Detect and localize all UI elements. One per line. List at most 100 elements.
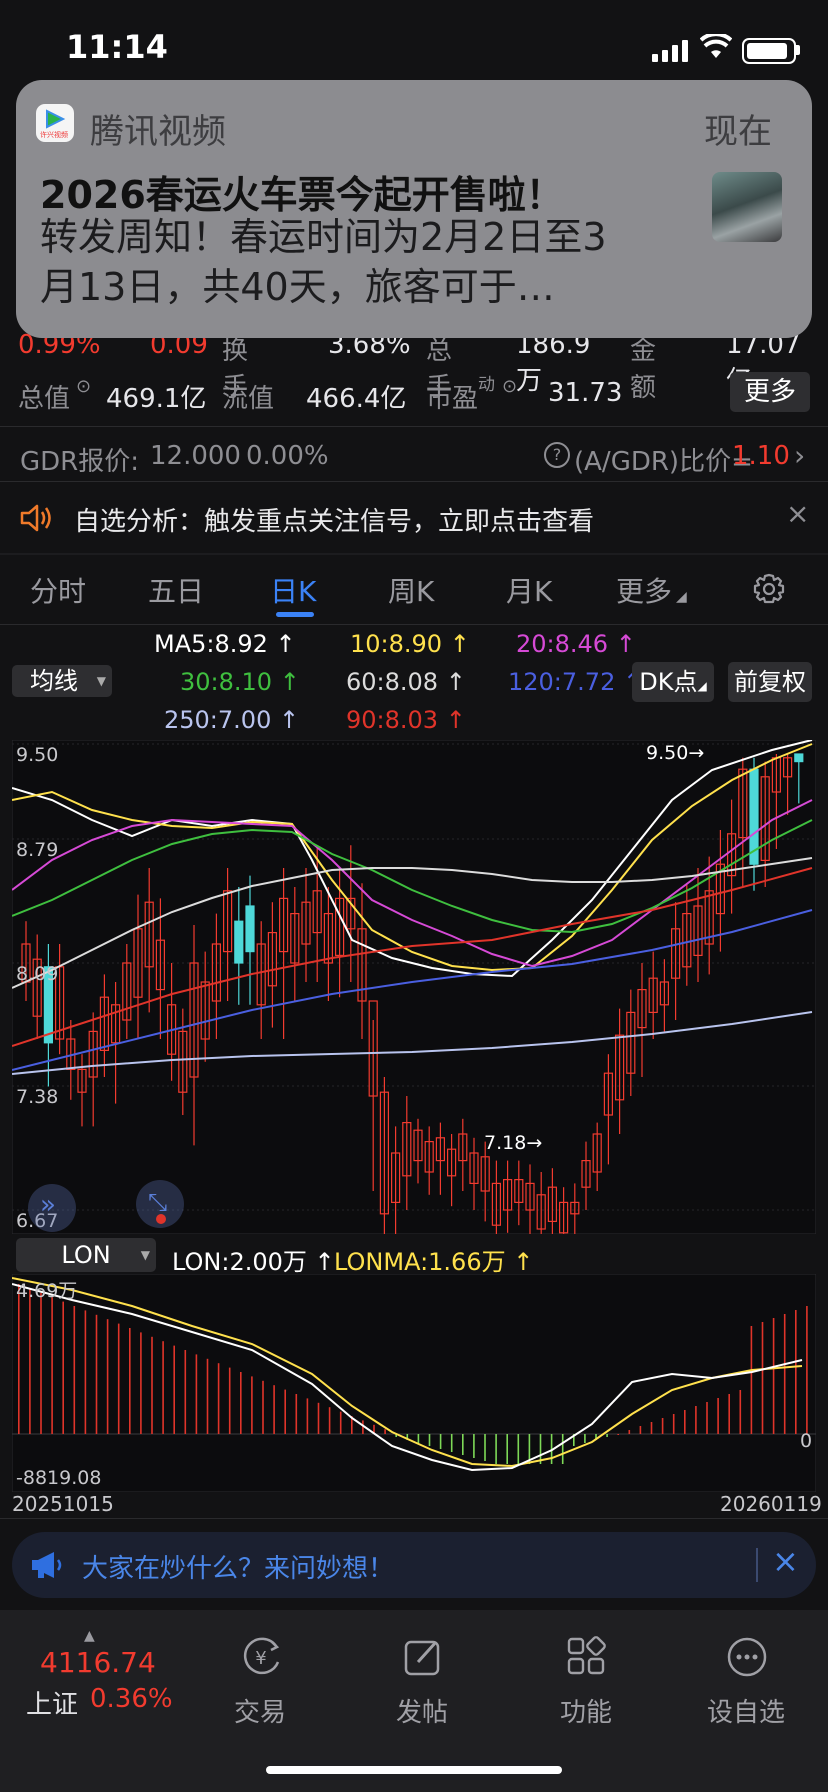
lon-bar (628, 1430, 631, 1434)
lon-bar (539, 1434, 542, 1464)
ma10-label: 10:8.90 ↑ (350, 630, 470, 658)
tab-weekly-k[interactable]: 周K (388, 575, 435, 608)
index-name[interactable]: 上证 (26, 1690, 79, 1720)
close-icon[interactable]: × (772, 1542, 799, 1580)
lon-bottom-label: -8819.08 (16, 1467, 102, 1489)
tab-more[interactable]: 更多 ◢ (616, 570, 687, 610)
lon-bar (73, 1306, 76, 1434)
trade-icon[interactable]: ¥ (238, 1636, 284, 1678)
index-value[interactable]: 4116.74 (40, 1646, 156, 1679)
lon-bar (262, 1380, 264, 1434)
candle-body (726, 833, 737, 877)
lon-bar (40, 1292, 42, 1434)
lon-bar (95, 1314, 98, 1434)
ma-select[interactable]: 均线 ▼ (12, 665, 112, 697)
caret-down-icon: ◢ (697, 679, 707, 693)
candle-body (424, 1141, 434, 1173)
help-icon[interactable]: ? (544, 442, 570, 468)
lon-bar (528, 1434, 531, 1464)
ma30-line (12, 819, 813, 934)
index-percent[interactable]: 0.36% (90, 1684, 173, 1714)
lon-indicator-chart[interactable] (12, 1274, 816, 1492)
dk-label: DK点 (639, 668, 698, 696)
tab-five-day[interactable]: 五日 (148, 575, 205, 608)
end-date: 20260119 (720, 1492, 822, 1516)
y-tick-label: 6.67 (16, 1210, 59, 1232)
lon-bar (695, 1406, 697, 1434)
nav-trade[interactable]: 交易 (233, 1698, 286, 1728)
more-button[interactable]: 更多 (730, 372, 810, 412)
tab-monthly-k[interactable]: 月K (506, 575, 553, 608)
ma60-label: 60:8.08 ↑ (346, 668, 466, 696)
lon-bar (284, 1389, 286, 1434)
float-cap-label: 流值 (222, 384, 275, 414)
compose-icon[interactable] (402, 1636, 444, 1678)
tab-intraday[interactable]: 分时 (30, 575, 87, 608)
lon-bar (306, 1398, 309, 1434)
candle-body (659, 981, 670, 1006)
lon-bar (573, 1434, 575, 1446)
grid-apps-icon[interactable] (566, 1636, 606, 1676)
candle-body (547, 1186, 558, 1223)
candle-body (335, 897, 345, 956)
bottom-nav (0, 1610, 828, 1792)
gdr-ratio-value: 1.10 (732, 441, 790, 471)
lon-bar (495, 1434, 497, 1464)
lon-bar (62, 1301, 64, 1434)
candle-body (670, 928, 681, 979)
lon-bar (84, 1310, 87, 1434)
push-notification[interactable]: 许兴视频 腾讯视频 现在 2026春运火车票今起开售啦！ 转发周知！春运时间为2… (16, 80, 812, 338)
analysis-alert[interactable]: 自选分析：触发重点关注信号，立即点击查看 × (0, 483, 828, 553)
app-icon-caption: 许兴视频 (40, 131, 68, 139)
info-icon[interactable]: ⊙ (502, 376, 518, 397)
lon-bar (339, 1411, 342, 1434)
close-icon[interactable]: × (786, 497, 810, 530)
dk-point-button[interactable]: DK点◢ (632, 662, 714, 702)
more-dots-icon[interactable] (726, 1636, 768, 1678)
ma120-line (12, 909, 813, 1071)
nav-post[interactable]: 发帖 (395, 1698, 448, 1728)
candle-body (391, 1152, 401, 1204)
high-price-marker: 9.50→ (646, 742, 705, 764)
float-cap-value: 466.4亿 (306, 384, 407, 414)
fullscreen-button[interactable]: ⤡ (136, 1180, 184, 1228)
expand-arrows-icon: ⤡ (148, 1188, 168, 1216)
candle-body (301, 901, 311, 945)
nav-add-watchlist[interactable]: 设自选 (706, 1698, 785, 1728)
app-icon: 许兴视频 (36, 104, 74, 142)
indicator-select-label: LON (61, 1241, 111, 1269)
gdr-price: 12.000 (150, 441, 241, 471)
chevron-right-icon[interactable]: › (794, 439, 806, 472)
lon-bar (517, 1434, 520, 1464)
forward-adjust-button[interactable]: 前复权 (728, 662, 812, 702)
gear-icon[interactable] (752, 572, 786, 606)
candle-body (514, 1179, 524, 1204)
gdr-row[interactable]: GDR报价: 12.000 0.00% ? (A/GDR)比价= 1.10 › (20, 439, 810, 477)
ask-banner[interactable]: 大家在炒什么？来问妙想！ × (12, 1532, 816, 1598)
double-chevron-icon: » (40, 1190, 56, 1220)
lon-bar (129, 1328, 131, 1434)
y-tick-label: 8.79 (16, 839, 59, 861)
lon-top-label: 4.69万 (16, 1280, 78, 1302)
indicator-select[interactable]: LON ▼ (16, 1238, 156, 1272)
tab-daily-k[interactable]: 日K (270, 575, 317, 608)
candle-body (469, 1152, 479, 1184)
lon-bar (240, 1372, 242, 1434)
lon-bar (317, 1402, 320, 1434)
candle-body (782, 757, 793, 778)
notification-body: 转发周知！春运时间为2月2日至3月13日，共40天，旅客可于… (40, 215, 607, 309)
lon-bar (584, 1434, 586, 1443)
lon-bar (428, 1434, 431, 1446)
lon-bar (717, 1398, 719, 1434)
lon-bar (406, 1434, 409, 1440)
lon-bar (18, 1284, 20, 1434)
lon-bar (561, 1434, 564, 1464)
ma20-line (12, 799, 813, 968)
lon-bar (29, 1288, 31, 1434)
nav-functions[interactable]: 功能 (559, 1698, 612, 1728)
y-tick-label: 8.09 (16, 963, 59, 985)
kline-chart[interactable] (12, 740, 816, 1234)
expand-left-button[interactable]: » (28, 1184, 76, 1232)
volume-label: 总手 (426, 336, 453, 403)
info-icon[interactable]: ⊙ (76, 376, 92, 397)
